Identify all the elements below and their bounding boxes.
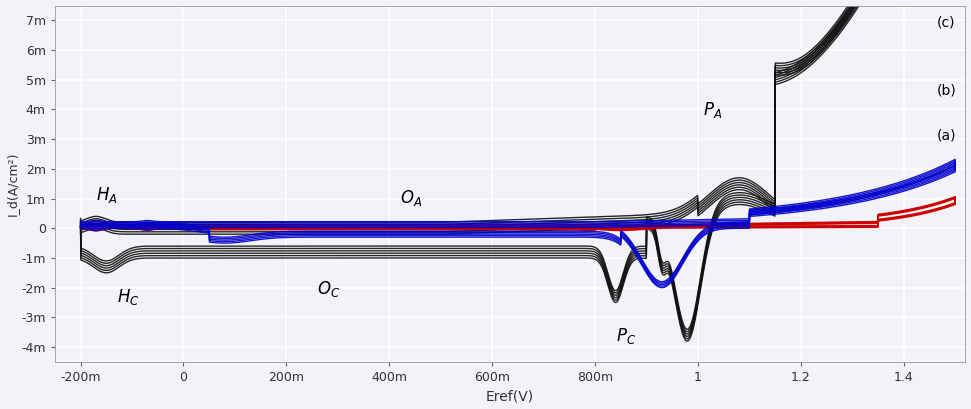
Y-axis label: I_d(A/cm²): I_d(A/cm²) (6, 151, 18, 216)
Text: (b): (b) (937, 83, 956, 98)
Text: $P_A$: $P_A$ (703, 101, 722, 120)
Text: $O_A$: $O_A$ (399, 188, 421, 208)
Text: $O_C$: $O_C$ (318, 279, 341, 299)
X-axis label: Eref(V): Eref(V) (486, 389, 534, 403)
Text: (a): (a) (937, 128, 956, 142)
Text: $H_C$: $H_C$ (117, 288, 139, 308)
Text: $H_A$: $H_A$ (96, 185, 117, 205)
Text: (c): (c) (937, 16, 955, 29)
Text: $P_C$: $P_C$ (616, 326, 636, 346)
